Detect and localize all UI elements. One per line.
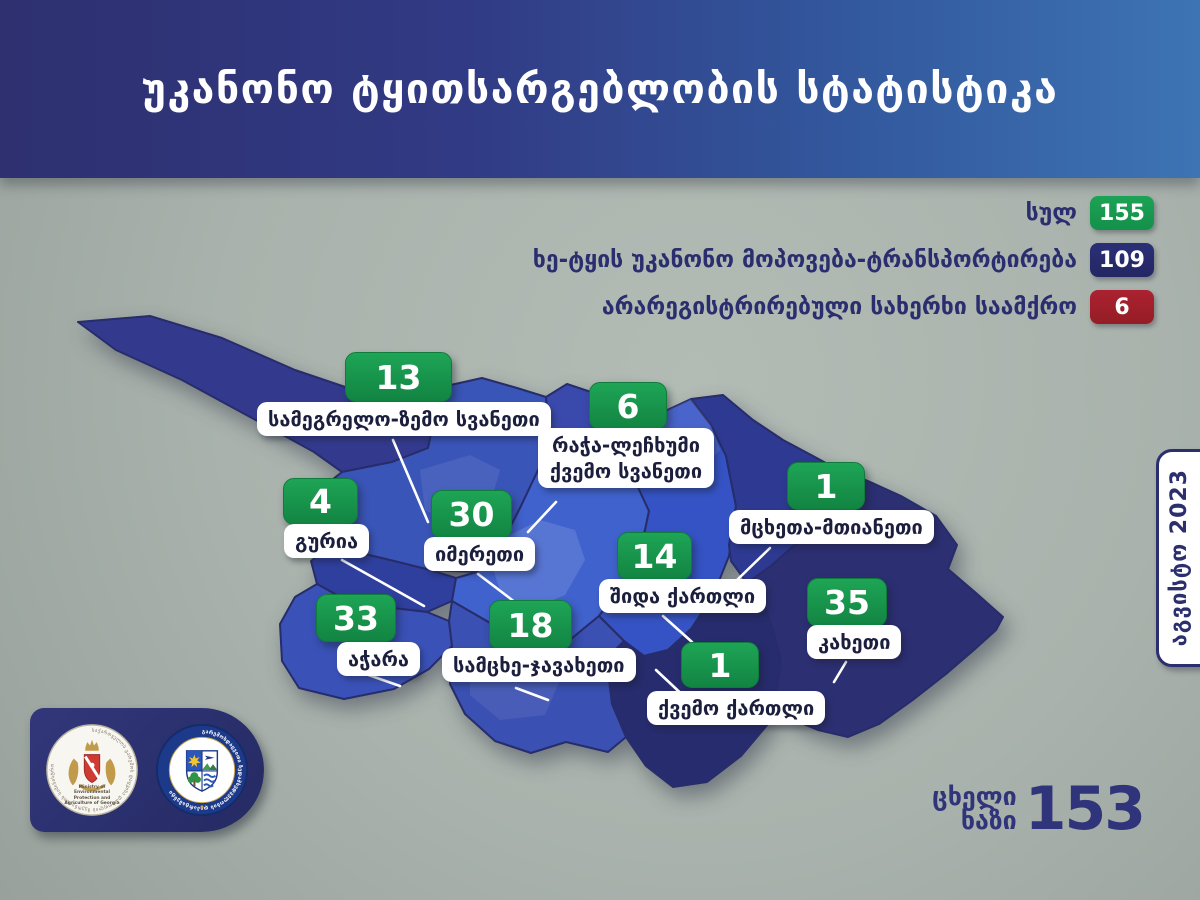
region-name-label: სამეგრელო-ზემო სვანეთი <box>257 402 551 436</box>
legend-label: სულ <box>1025 200 1077 226</box>
lion-icon <box>105 758 116 786</box>
legend: სულ 155 ხე-ტყის უკანონო მოპოვება-ტრანსპო… <box>533 196 1154 324</box>
legend-value-badge: 109 <box>1090 243 1154 277</box>
region-name-label: სამცხე-ჯავახეთი <box>442 648 636 682</box>
region-name-label: ქვემო ქართლი <box>647 691 826 725</box>
rider-mark <box>89 762 95 768</box>
footer-logo-pill: საქართველოს გარემოს დაცვისა და სოფლის მე… <box>30 708 264 832</box>
region-count-badge: 1 <box>681 642 759 688</box>
sun-icon <box>188 754 201 768</box>
region-name-label: გურია <box>284 524 370 558</box>
region-name-label: მცხეთა-მთიანეთი <box>729 510 934 544</box>
region-count-badge: 1 <box>787 462 865 510</box>
tree-foliage <box>187 776 195 783</box>
ministry-seal-logo: საქართველოს გარემოს დაცვისა და სოფლის მე… <box>44 722 140 818</box>
legend-row-logging: ხე-ტყის უკანონო მოპოვება-ტრანსპორტირება … <box>533 243 1154 277</box>
mountain-icon <box>208 764 218 770</box>
legend-row-total: სულ 155 <box>1026 196 1154 230</box>
legend-label: ხე-ტყის უკანონო მოპოვება-ტრანსპორტირება <box>532 247 1077 273</box>
supervision-logo: გარემოსდაცვითი ზედამხედველობის დეპარტამე… <box>154 722 250 818</box>
mountain-icon <box>202 763 212 770</box>
ribbon-icon <box>78 784 106 792</box>
region-count-badge: 13 <box>345 352 452 402</box>
hotline-block: ცხელი ხაზი 153 <box>932 774 1146 844</box>
region-name-label: რაჭა-ლეჩხუმი ქვემო სვანეთი <box>538 428 714 488</box>
region-name-label: კახეთი <box>807 625 902 659</box>
region-count-badge: 14 <box>617 532 692 580</box>
region-count-badge: 30 <box>431 490 512 539</box>
region-name-label: შიდა ქართლი <box>599 579 767 613</box>
region-count-badge: 6 <box>589 382 667 430</box>
shield-divider <box>186 750 218 792</box>
hotline-number: 153 <box>1024 774 1146 844</box>
region-count-badge: 33 <box>316 594 396 642</box>
region-count-badge: 35 <box>807 578 887 627</box>
date-tab-label: აგვისტო 2023 <box>1167 469 1192 647</box>
crown-icon <box>85 739 99 751</box>
tree-trunk <box>193 777 196 787</box>
legend-row-sawmill: არარეგისტრირებული სახერხი საამქრო 6 <box>602 290 1154 324</box>
legend-label: არარეგისტრირებული სახერხი საამქრო <box>601 294 1077 320</box>
page-title: უკანონო ტყითსარგებლობის სტატისტიკა <box>141 65 1059 113</box>
ring-dot <box>200 805 204 809</box>
seal-caption: Ministry of Environmental Protection and… <box>64 785 120 806</box>
legend-value-badge: 155 <box>1090 196 1154 230</box>
hotline-label: ცხელი ხაზი <box>932 781 1017 835</box>
plane-icon <box>204 755 215 760</box>
region-count-badge: 18 <box>489 600 572 650</box>
header-banner: უკანონო ტყითსარგებლობის სტატისტიკა <box>0 0 1200 178</box>
waves-icon <box>203 773 217 788</box>
tree-foliage <box>194 776 201 783</box>
region-name-label: აჭარა <box>337 642 421 676</box>
region-name-label: იმერეთი <box>424 537 536 571</box>
date-tab: აგვისტო 2023 <box>1156 449 1200 667</box>
legend-value-badge: 6 <box>1090 290 1154 324</box>
lion-icon <box>68 758 79 786</box>
region-count-badge: 4 <box>283 478 358 525</box>
